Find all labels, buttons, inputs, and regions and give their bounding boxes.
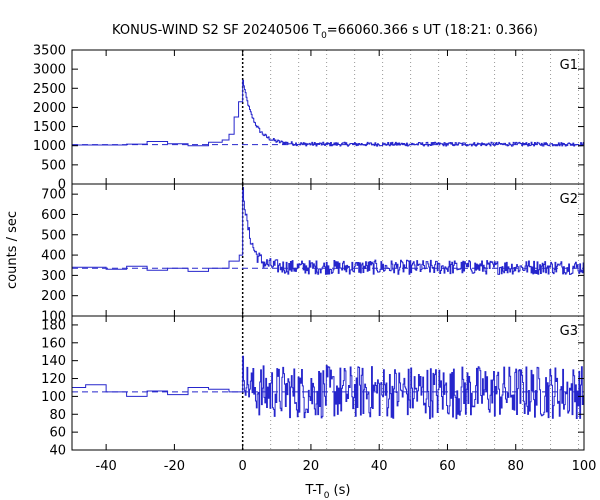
chart-title: KONUS-WIND S2 SF 20240506 T0=66060.366 s…	[112, 23, 538, 41]
y-tick-label: 2000	[33, 101, 66, 116]
y-tick-label: 1000	[33, 139, 66, 154]
panel-g3: 40 60 80 100 120 140 160 180 G3	[41, 315, 585, 459]
x-axis-label-main: T-T	[305, 483, 324, 498]
chart-title-subscript: 0	[321, 31, 327, 41]
x-axis-label: T-T0 (s)	[305, 483, 351, 500]
x-tick-label: 80	[507, 459, 524, 474]
series-line-g1	[72, 79, 584, 147]
y-tick-label: 300	[41, 269, 66, 284]
y-tick-label: 180	[41, 318, 66, 333]
panel-name-label: G3	[560, 324, 578, 339]
y-tick-label: 3000	[33, 63, 66, 78]
y-tick-label: 0	[58, 178, 66, 193]
panel-name-label: G2	[560, 192, 578, 207]
panel-frame	[71, 49, 585, 185]
panel-frame	[71, 315, 585, 451]
y-tick-label: 140	[41, 354, 66, 369]
y-tick-label: 1500	[33, 120, 66, 135]
x-tick-label: 20	[303, 459, 320, 474]
y-tick-label: 100	[41, 310, 66, 325]
panel-g2: 100 200 300 400 500 600 700 G2	[41, 183, 585, 325]
y-tick-label: 120	[41, 372, 66, 387]
panel-frame	[71, 183, 585, 317]
series-line-g3	[72, 355, 584, 420]
x-tick-label: -40	[96, 459, 117, 474]
x-axis-label-rest: (s)	[329, 483, 350, 498]
y-tick-label: 100	[41, 390, 66, 405]
x-tick-label: 40	[371, 459, 388, 474]
chart-title-main: KONUS-WIND S2 SF 20240506 T	[112, 23, 321, 38]
y-tick-label: 40	[49, 444, 66, 459]
panel-name-label: G1	[560, 58, 578, 73]
x-axis-label-subscript: 0	[324, 491, 330, 500]
x-tick-labels: -40 -20 0 20 40 60 80 100	[96, 459, 597, 474]
x-tick-label: 0	[239, 459, 247, 474]
x-tick-label: -20	[164, 459, 185, 474]
y-tick-label: 400	[41, 249, 66, 264]
y-tick-label: 2500	[33, 82, 66, 97]
y-tick-label: 60	[49, 426, 66, 441]
series-line-g2	[72, 186, 584, 275]
y-tick-label: 600	[41, 208, 66, 223]
y-tick-label: 80	[49, 408, 66, 423]
y-tick-label: 200	[41, 289, 66, 304]
panels-layer: 0 500 1000 1500 2000 2500 3000 3500 G1 100 200 300 4…	[33, 44, 585, 459]
x-tick-label: 60	[439, 459, 456, 474]
y-tick-label: 700	[41, 188, 66, 203]
y-tick-label: 160	[41, 336, 66, 351]
y-tick-label: 500	[41, 158, 66, 173]
y-tick-label: 3500	[33, 44, 66, 59]
y-tick-label: 500	[41, 228, 66, 243]
chart-title-rest: =66060.366 s UT (18:21: 0.366)	[327, 23, 538, 38]
panel-g1: 0 500 1000 1500 2000 2500 3000 3500 G1	[33, 44, 585, 193]
x-tick-label: 100	[572, 459, 597, 474]
y-axis-label: counts / sec	[5, 211, 20, 289]
